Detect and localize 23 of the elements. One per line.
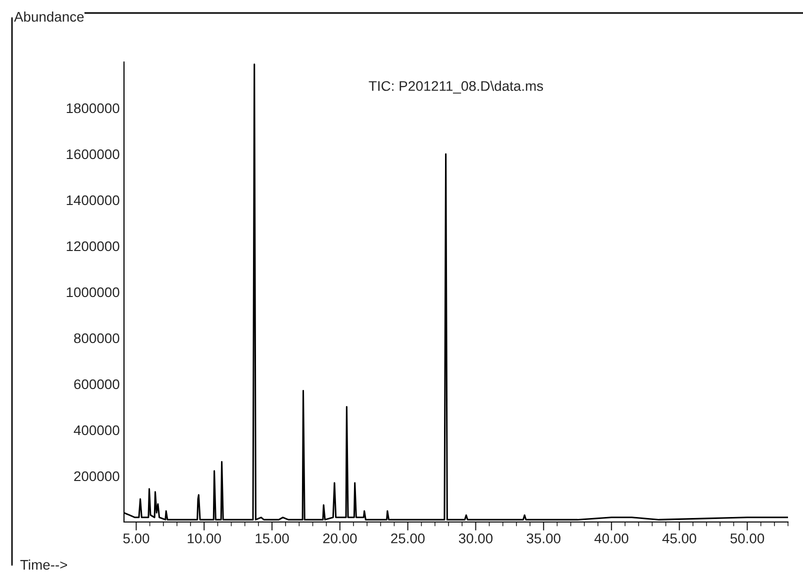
x-tick-label: 35.00 [526,533,560,544]
y-tick-label: 1000000 [66,287,120,298]
line-series [124,64,788,520]
x-tick-label: 40.00 [594,533,628,544]
text: TIC: P201211_08.D\data.ms [368,80,544,94]
x-tick-label: 20.00 [323,533,357,544]
x-tick-label: 5.00 [123,533,150,544]
x-tick-label: 15.00 [256,533,289,544]
x-tick-label: 45.00 [662,533,696,544]
x-axis-title: Time--> [20,560,68,570]
y-tick-label: 400000 [74,425,120,436]
y-tick-label: 1600000 [66,149,120,160]
y-tick-label: 200000 [74,471,120,482]
y-tick-label: 1200000 [66,241,120,252]
y-tick-label: 600000 [74,379,120,390]
x-tick-label: 30.00 [458,533,493,544]
y-tick-label: 1400000 [66,195,120,206]
y-tick-label: 1800000 [66,103,120,114]
y-axis-title: Abundance [14,12,84,22]
y-tick-label: 800000 [74,333,120,344]
x-tick-label: 25.00 [391,533,425,544]
x-tick-label: 10.00 [188,533,221,544]
x-tick-label: 50.00 [730,533,764,544]
